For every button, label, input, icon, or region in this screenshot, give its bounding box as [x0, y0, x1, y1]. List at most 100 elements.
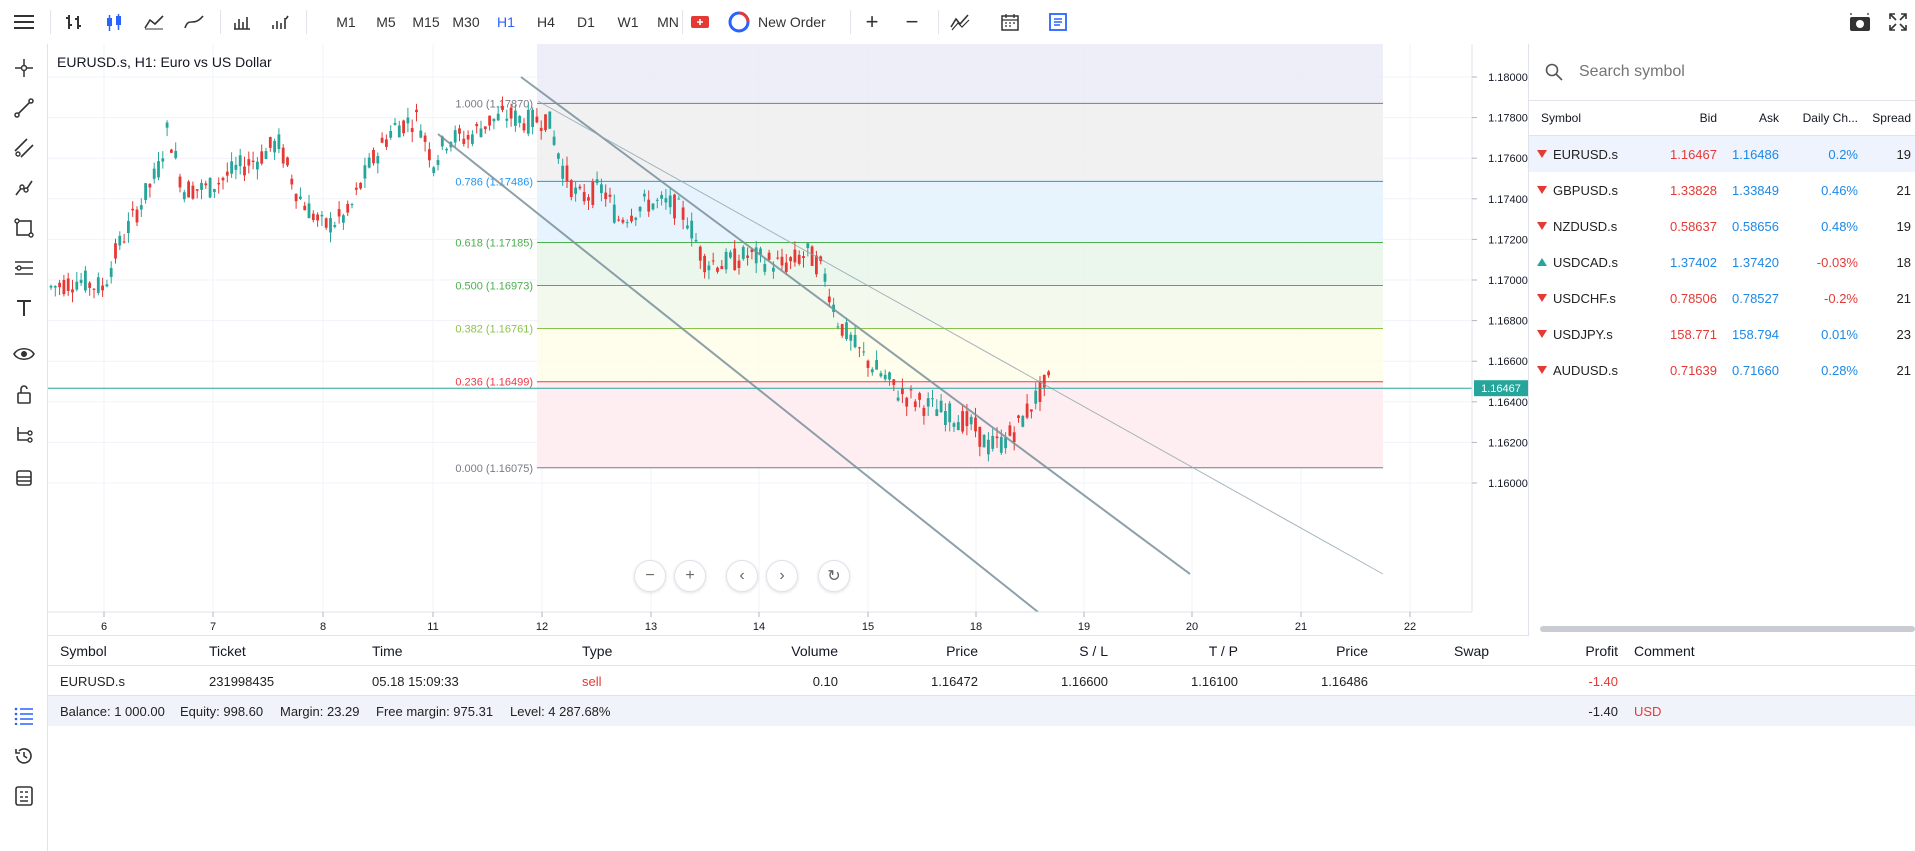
equity: Equity: 998.60 [180, 703, 264, 719]
candle-body [230, 161, 233, 174]
fullscreen-trade-icon[interactable] [688, 8, 712, 36]
polyline-icon[interactable] [10, 174, 38, 202]
candle-body [802, 256, 805, 258]
indicators-icon[interactable] [946, 8, 974, 36]
symbol-name: USDCAD.s [1553, 254, 1619, 270]
symbol-ask: 1.37420 [1732, 254, 1779, 270]
new-order-button[interactable]: New Order [728, 8, 858, 36]
chart-title: EURUSD.s, H1: Euro vs US Dollar [57, 54, 272, 70]
col-symbol[interactable]: Symbol [1541, 111, 1582, 125]
symbol-row[interactable]: USDJPY.s 158.771 158.794 0.01% 23 [1529, 316, 1915, 352]
scroll-right-button[interactable]: › [766, 560, 798, 592]
line-chart-icon[interactable] [180, 8, 208, 36]
price-chart[interactable]: 1.000 (1.17870) 0.786 (1.17486) 0.618 (1.1… [48, 44, 1528, 636]
timeframe-mn[interactable]: MN [657, 14, 679, 30]
timeframe-d1[interactable]: D1 [577, 14, 595, 30]
crosshair-icon[interactable] [10, 54, 38, 82]
chevron-left-icon: ‹ [739, 567, 745, 584]
screenshot-icon[interactable] [1846, 8, 1874, 36]
candle-body [337, 209, 341, 217]
reset-chart-button[interactable]: ↻ [818, 560, 850, 592]
plus-icon[interactable]: + [865, 9, 879, 34]
horizontal-scrollbar[interactable] [1540, 626, 1915, 632]
chart-canvas[interactable]: 1.000 (1.17870) 0.786 (1.17486) 0.618 (1.1… [48, 44, 1528, 636]
candle-body [333, 225, 337, 227]
search-input[interactable] [1579, 63, 1879, 81]
candle-body [582, 192, 586, 202]
candle-body [991, 435, 995, 449]
candle-body [604, 192, 608, 200]
position-tp[interactable]: 1.16100 [1191, 673, 1238, 689]
timeframe-m30[interactable]: M30 [452, 14, 480, 30]
channel-icon[interactable] [10, 134, 38, 162]
candle-body [565, 165, 569, 182]
symbol-row[interactable]: USDCAD.s 1.37402 1.37420 -0.03% 18 [1529, 244, 1915, 280]
position-sl[interactable]: 1.16600 [1061, 673, 1108, 689]
symbol-row[interactable]: EURUSD.s 1.16467 1.16486 0.2% 19 [1529, 136, 1915, 172]
history-icon[interactable] [10, 742, 38, 770]
timeframe-m15[interactable]: M15 [412, 14, 440, 30]
date-tick-label: 12 [536, 621, 548, 633]
candle-body [948, 403, 952, 423]
col-bid[interactable]: Bid [1699, 111, 1717, 125]
symbol-bid: 0.58637 [1670, 218, 1717, 234]
calendar-icon[interactable] [996, 8, 1024, 36]
candle-body [741, 246, 745, 259]
menu-icon[interactable] [10, 8, 38, 36]
layers-icon[interactable] [10, 464, 38, 492]
candle-body [776, 257, 780, 259]
eye-icon[interactable] [10, 340, 38, 368]
col-volume: Volume [791, 643, 838, 659]
fib-retracement-icon[interactable] [10, 254, 38, 282]
scroll-left-button[interactable]: ‹ [726, 560, 758, 592]
histogram-icon[interactable] [266, 8, 294, 36]
timeframe-h4[interactable]: H4 [537, 14, 555, 30]
objects-tree-icon[interactable] [10, 420, 38, 448]
symbol-search[interactable] [1529, 44, 1915, 100]
rectangle-icon[interactable] [10, 214, 38, 242]
trade-list-icon[interactable] [10, 702, 38, 730]
candlestick-icon[interactable] [100, 8, 128, 36]
symbol-spread: 19 [1896, 218, 1911, 234]
symbol-row[interactable]: NZDUSD.s 0.58637 0.58656 0.48% 19 [1529, 208, 1915, 244]
position-row[interactable]: EURUSD.s 231998435 05.18 15:09:33 sell 0… [48, 666, 1915, 696]
fullscreen-icon[interactable] [1884, 8, 1912, 36]
symbol-row[interactable]: AUDUSD.s 0.71639 0.71660 0.28% 21 [1529, 352, 1915, 388]
volume-bars-icon[interactable] [228, 8, 256, 36]
fib-zone [537, 381, 1383, 468]
lock-icon[interactable] [10, 380, 38, 408]
timeframe-m1[interactable]: M1 [336, 14, 356, 30]
symbol-table-header: Symbol Bid Ask Daily Ch... Spread [1529, 100, 1915, 136]
template-icon[interactable] [1044, 8, 1072, 36]
timeframe-w1[interactable]: W1 [617, 14, 639, 30]
timeframe-h1[interactable]: H1 [497, 14, 515, 30]
col-ask[interactable]: Ask [1758, 111, 1779, 125]
zoom-out-button[interactable]: − [634, 560, 666, 592]
zoom-in-button[interactable]: + [674, 560, 706, 592]
price-tick-label: 1.16000 [1488, 478, 1528, 490]
candle-body [243, 166, 246, 176]
fib-level-label: 0.500 (1.16973) [455, 280, 533, 292]
trend-line-icon[interactable] [10, 94, 38, 122]
symbol-spread: 21 [1896, 362, 1911, 378]
fib-level-label: 0.236 (1.16499) [455, 377, 533, 389]
col-spread[interactable]: Spread [1872, 111, 1911, 125]
text-icon[interactable] [10, 294, 38, 322]
journal-icon[interactable] [10, 782, 38, 810]
candle-body [234, 164, 238, 170]
price-tick-label: 1.17800 [1488, 113, 1528, 125]
timeframe-m5[interactable]: M5 [376, 14, 396, 30]
symbol-row[interactable]: USDCHF.s 0.78506 0.78527 -0.2% 21 [1529, 280, 1915, 316]
candle-body [901, 388, 904, 395]
symbol-row[interactable]: GBPUSD.s 1.33828 1.33849 0.46% 21 [1529, 172, 1915, 208]
position-ticket: 231998435 [209, 673, 275, 689]
bar-chart-icon[interactable] [60, 8, 88, 36]
minus-icon[interactable]: − [905, 9, 919, 34]
area-chart-icon[interactable] [140, 8, 168, 36]
candle-body [716, 267, 719, 272]
candle-body [458, 128, 461, 134]
candle-body [256, 161, 259, 170]
margin-level: Level: 4 287.68% [510, 703, 611, 719]
candle-body [810, 246, 814, 266]
col-daily-change[interactable]: Daily Ch... [1802, 111, 1858, 125]
